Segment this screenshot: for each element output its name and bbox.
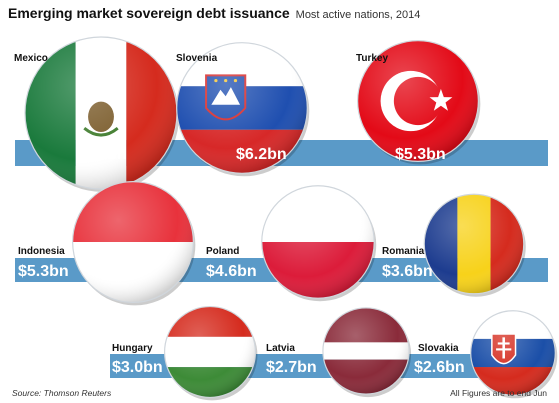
country-marker-poland [261, 185, 377, 302]
circle-gloss [357, 40, 479, 162]
country-marker-turkey [357, 40, 481, 165]
value-label-hungary: $3.0bn [112, 359, 163, 376]
country-marker-slovakia [470, 310, 558, 399]
country-name-slovenia: Slovenia [176, 53, 218, 64]
country-name-indonesia: Indonesia [18, 246, 65, 257]
circle-gloss [424, 194, 524, 294]
value-label-slovakia: $2.6bn [414, 359, 465, 376]
value-label-mexico: $8.4bn [76, 146, 127, 163]
circle-rim [357, 40, 479, 162]
chart-title: Emerging market sovereign debt issuance [8, 5, 290, 21]
circle-gloss [322, 307, 410, 395]
circle-rim [176, 42, 308, 174]
circle-gloss [164, 306, 256, 398]
circle-rim [163, 305, 257, 399]
country-name-latvia: Latvia [266, 343, 295, 354]
country-name-slovakia: Slovakia [418, 343, 459, 354]
period-note: All Figures are to end Jun [450, 388, 547, 398]
value-label-indonesia: $5.3bn [18, 263, 69, 280]
country-name-turkey: Turkey [356, 53, 388, 64]
value-label-slovenia: $6.2bn [236, 146, 287, 163]
country-marker-indonesia [72, 181, 196, 306]
source-note: Source: Thomson Reuters [12, 388, 112, 398]
circle-rim [322, 307, 410, 395]
chart-title-block: Emerging market sovereign debt issuance M… [8, 5, 420, 23]
value-label-poland: $4.6bn [206, 263, 257, 280]
value-label-romania: $3.6bn [382, 263, 433, 280]
circle-rim [72, 181, 194, 303]
circle-gloss [470, 310, 556, 396]
circle-gloss [261, 185, 375, 299]
circle-rim [261, 185, 375, 299]
country-marker-hungary [163, 305, 258, 401]
country-marker-romania [423, 193, 526, 297]
circle-gloss [176, 42, 308, 174]
country-marker-mexico [24, 36, 179, 192]
value-label-turkey: $5.3bn [395, 146, 446, 163]
country-name-romania: Romania [382, 246, 425, 257]
country-name-mexico: Mexico [14, 53, 48, 64]
country-marker-latvia [322, 307, 412, 398]
circle-gloss [72, 181, 194, 303]
circle-rim [470, 310, 556, 396]
circle-rim [423, 193, 525, 295]
value-label-latvia: $2.7bn [266, 359, 317, 376]
country-name-poland: Poland [206, 246, 239, 257]
country-name-hungary: Hungary [112, 343, 153, 354]
chart-subtitle: Most active nations, 2014 [295, 9, 421, 21]
circle-gloss [25, 37, 177, 189]
